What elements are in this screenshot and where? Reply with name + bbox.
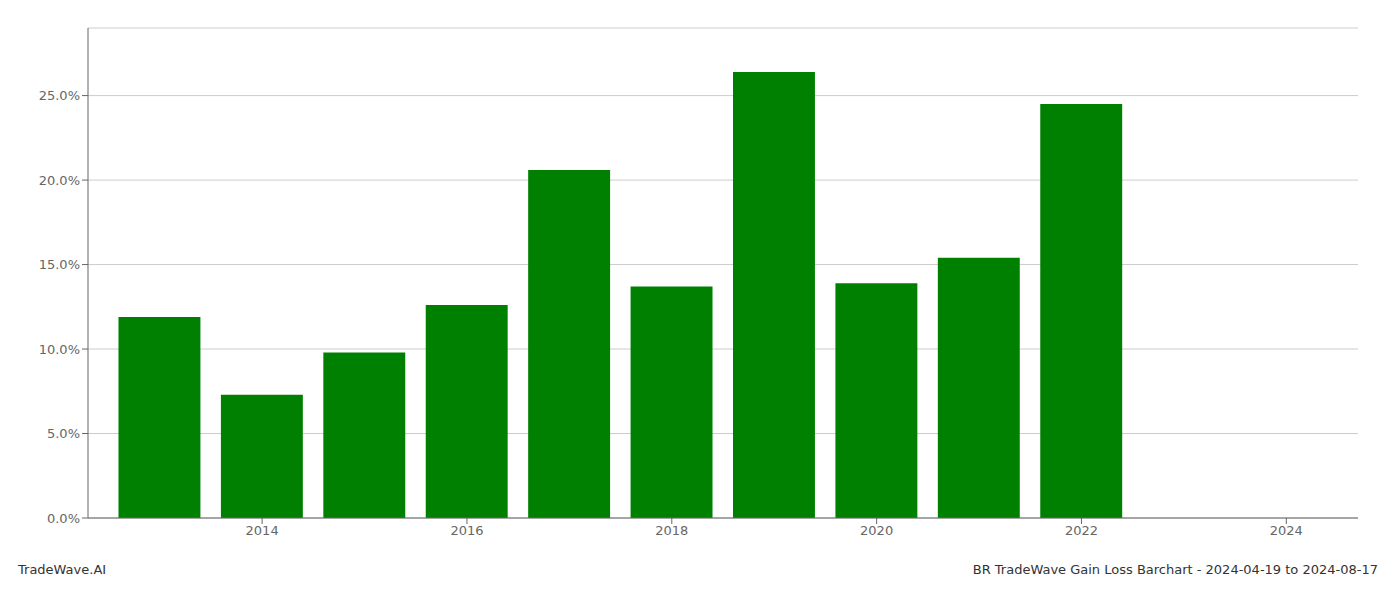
svg-text:2014: 2014	[246, 523, 279, 538]
svg-text:25.0%: 25.0%	[39, 88, 80, 103]
html-text:BR TradeWave Gain Loss Barchar: BR TradeWave Gain Loss Barchart - 2024-0…	[972, 562, 1378, 577]
html-text:TradeWave.AI: TradeWave.AI	[18, 562, 107, 577]
svg-text:2020: 2020	[860, 523, 893, 538]
svg-text:2016: 2016	[450, 523, 483, 538]
svg-text:10.0%: 10.0%	[39, 342, 80, 357]
svg-text:2024: 2024	[1270, 523, 1303, 538]
svg-text:15.0%: 15.0%	[39, 257, 80, 272]
svg-text:0.0%: 0.0%	[47, 511, 80, 526]
svg-text:5.0%: 5.0%	[47, 426, 80, 441]
svg-text:2018: 2018	[655, 523, 688, 538]
svg-text:2022: 2022	[1065, 523, 1098, 538]
svg-text:20.0%: 20.0%	[39, 173, 80, 188]
